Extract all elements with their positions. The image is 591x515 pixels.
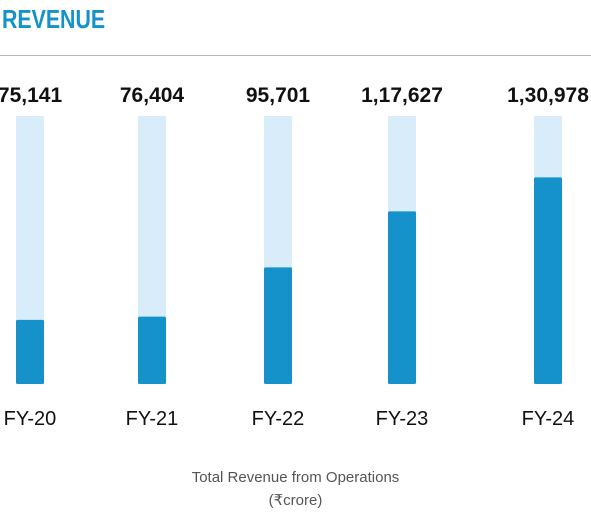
revenue-bar-chart: 75,141 FY-20 76,404 FY-21 95,701 FY-22 1,17,62… (0, 84, 589, 430)
value-label-fy-21: 76,404 (120, 84, 185, 107)
value-label-fy-22: 95,701 (246, 84, 311, 107)
value-label-fy-23: 1,17,627 (361, 84, 443, 107)
chart-title: REVENUE (2, 4, 106, 34)
value-label-fy-24: 1,30,978 (507, 84, 589, 107)
chart-unit: (₹crore) (268, 492, 323, 509)
bar-fy-24 (534, 177, 562, 384)
value-label-fy-20: 75,141 (0, 84, 62, 107)
category-label-fy-23: FY-23 (376, 408, 429, 430)
category-label-fy-21: FY-21 (126, 408, 179, 430)
bar-fy-23 (388, 211, 416, 384)
bar-track-fy-20 (16, 116, 44, 384)
category-label-fy-22: FY-22 (252, 408, 305, 430)
title-divider (0, 55, 591, 56)
bar-fy-22 (264, 267, 292, 384)
category-label-fy-24: FY-24 (522, 408, 575, 430)
bar-fy-20 (16, 319, 44, 384)
bar-fy-21 (138, 316, 166, 384)
category-label-fy-20: FY-20 (4, 408, 57, 430)
chart-caption: Total Revenue from Operations (191, 469, 400, 486)
